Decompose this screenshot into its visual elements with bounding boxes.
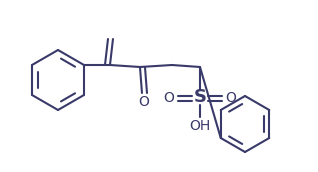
Text: O: O <box>225 91 236 105</box>
Text: OH: OH <box>189 119 211 133</box>
Text: S: S <box>193 88 206 106</box>
Text: O: O <box>163 91 174 105</box>
Text: O: O <box>139 95 149 109</box>
